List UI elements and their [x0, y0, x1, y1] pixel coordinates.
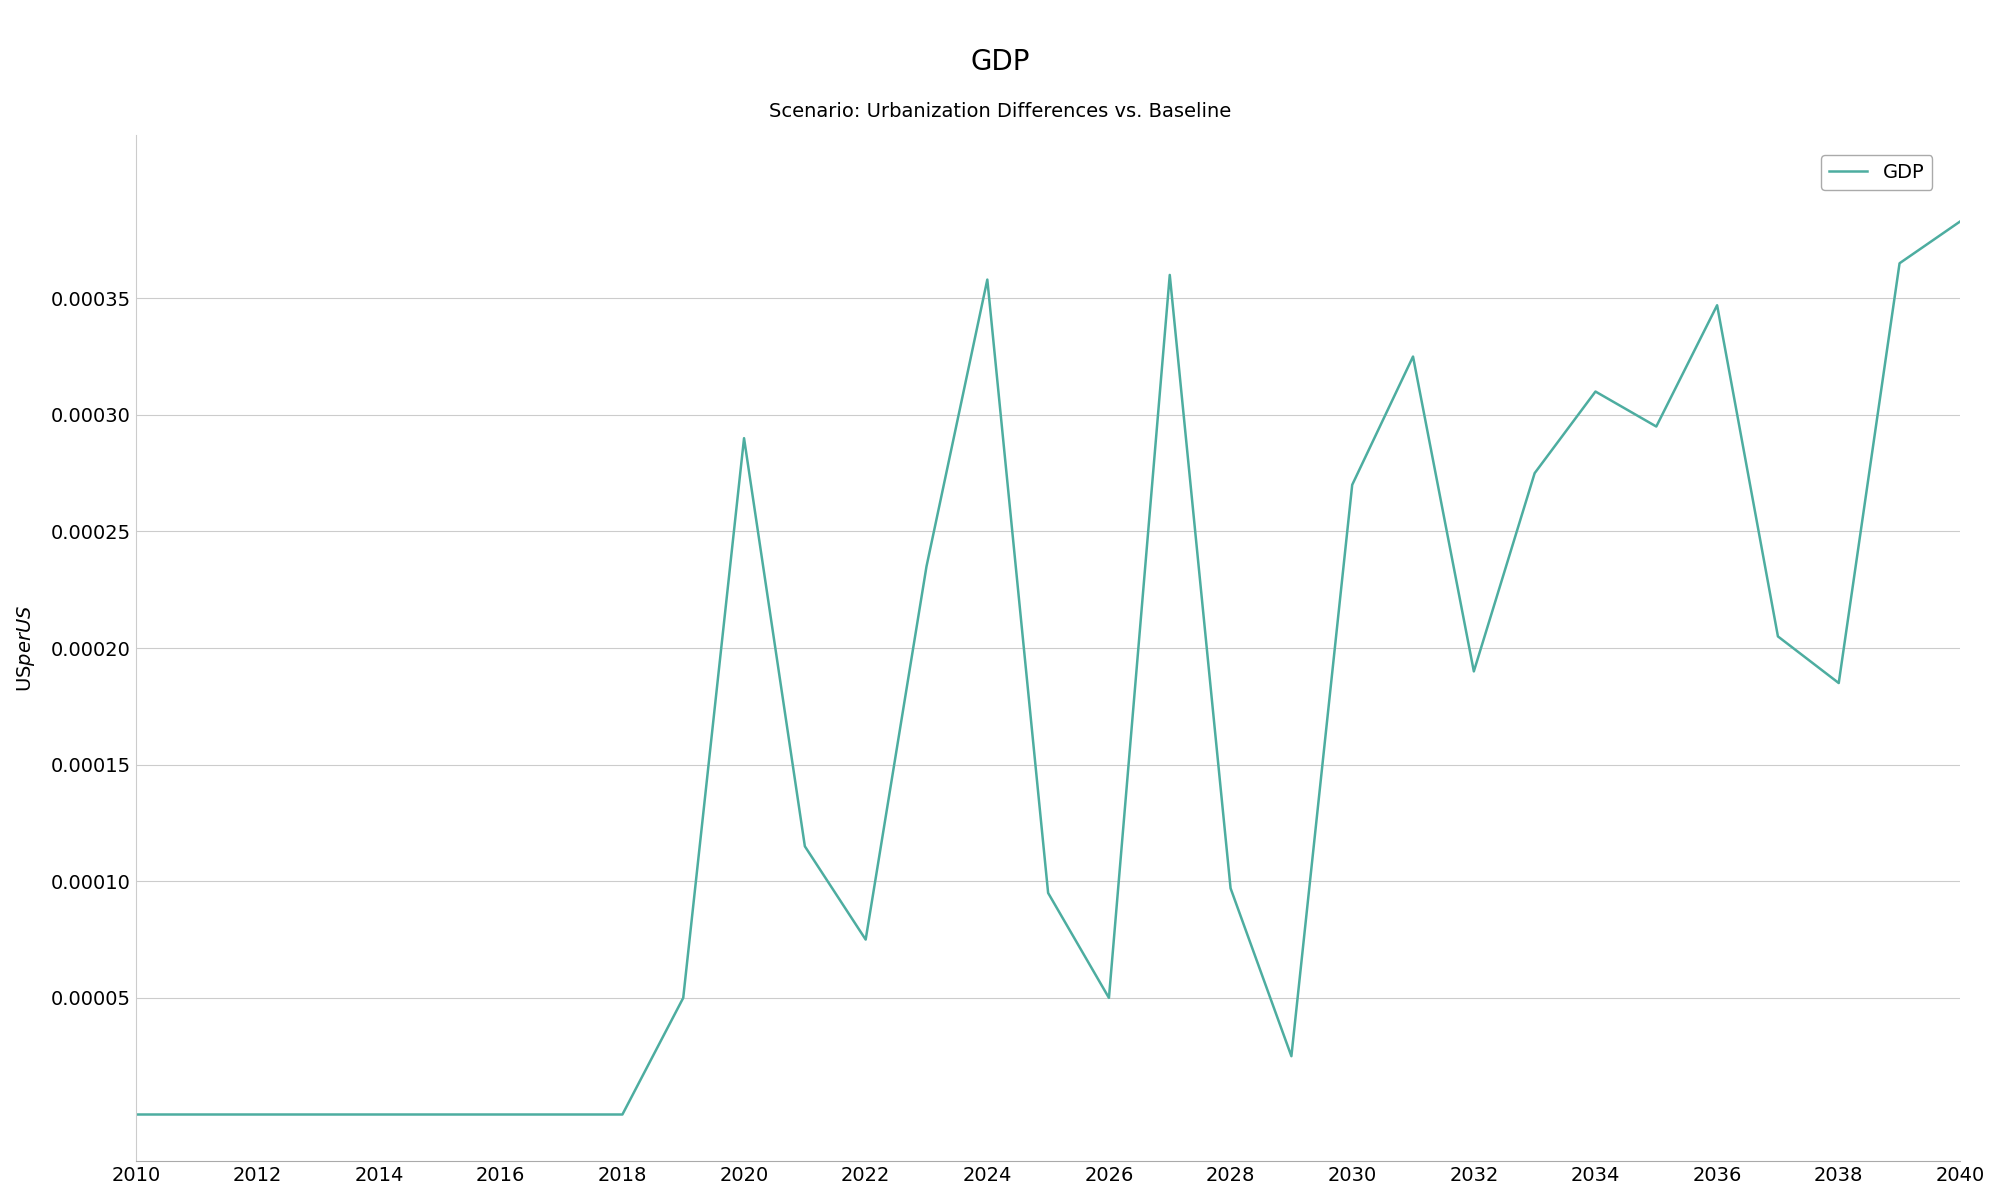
GDP [732, 431, 756, 445]
GDP [672, 991, 696, 1006]
GDP [976, 272, 1000, 287]
GDP [1158, 268, 1182, 282]
GDP [488, 1108, 512, 1122]
GDP [792, 839, 816, 853]
GDP [306, 1108, 330, 1122]
GDP [246, 1108, 270, 1122]
Y-axis label: US$  per US$: US$ per US$ [16, 605, 38, 691]
GDP [1280, 1049, 1304, 1063]
GDP [914, 559, 938, 574]
GDP [854, 932, 878, 947]
GDP [550, 1108, 574, 1122]
GDP [1340, 478, 1364, 492]
Legend: GDP: GDP [1820, 155, 1932, 190]
GDP [610, 1108, 634, 1122]
GDP [1218, 881, 1242, 895]
GDP [428, 1108, 452, 1122]
GDP [1888, 256, 1912, 270]
Text: Scenario: Urbanization Differences vs. Baseline: Scenario: Urbanization Differences vs. B… [768, 102, 1232, 121]
GDP [1706, 298, 1730, 312]
GDP [1826, 676, 1850, 690]
GDP [368, 1108, 392, 1122]
Text: GDP: GDP [970, 48, 1030, 76]
GDP [1766, 629, 1790, 643]
Line: GDP: GDP [136, 221, 1960, 1115]
GDP [1462, 664, 1486, 678]
GDP [1522, 466, 1546, 480]
GDP [1096, 991, 1120, 1006]
GDP [1948, 214, 1972, 228]
GDP [1584, 384, 1608, 398]
GDP [1402, 349, 1426, 364]
GDP [184, 1108, 208, 1122]
GDP [1036, 886, 1060, 900]
GDP [124, 1108, 148, 1122]
GDP [1644, 419, 1668, 433]
